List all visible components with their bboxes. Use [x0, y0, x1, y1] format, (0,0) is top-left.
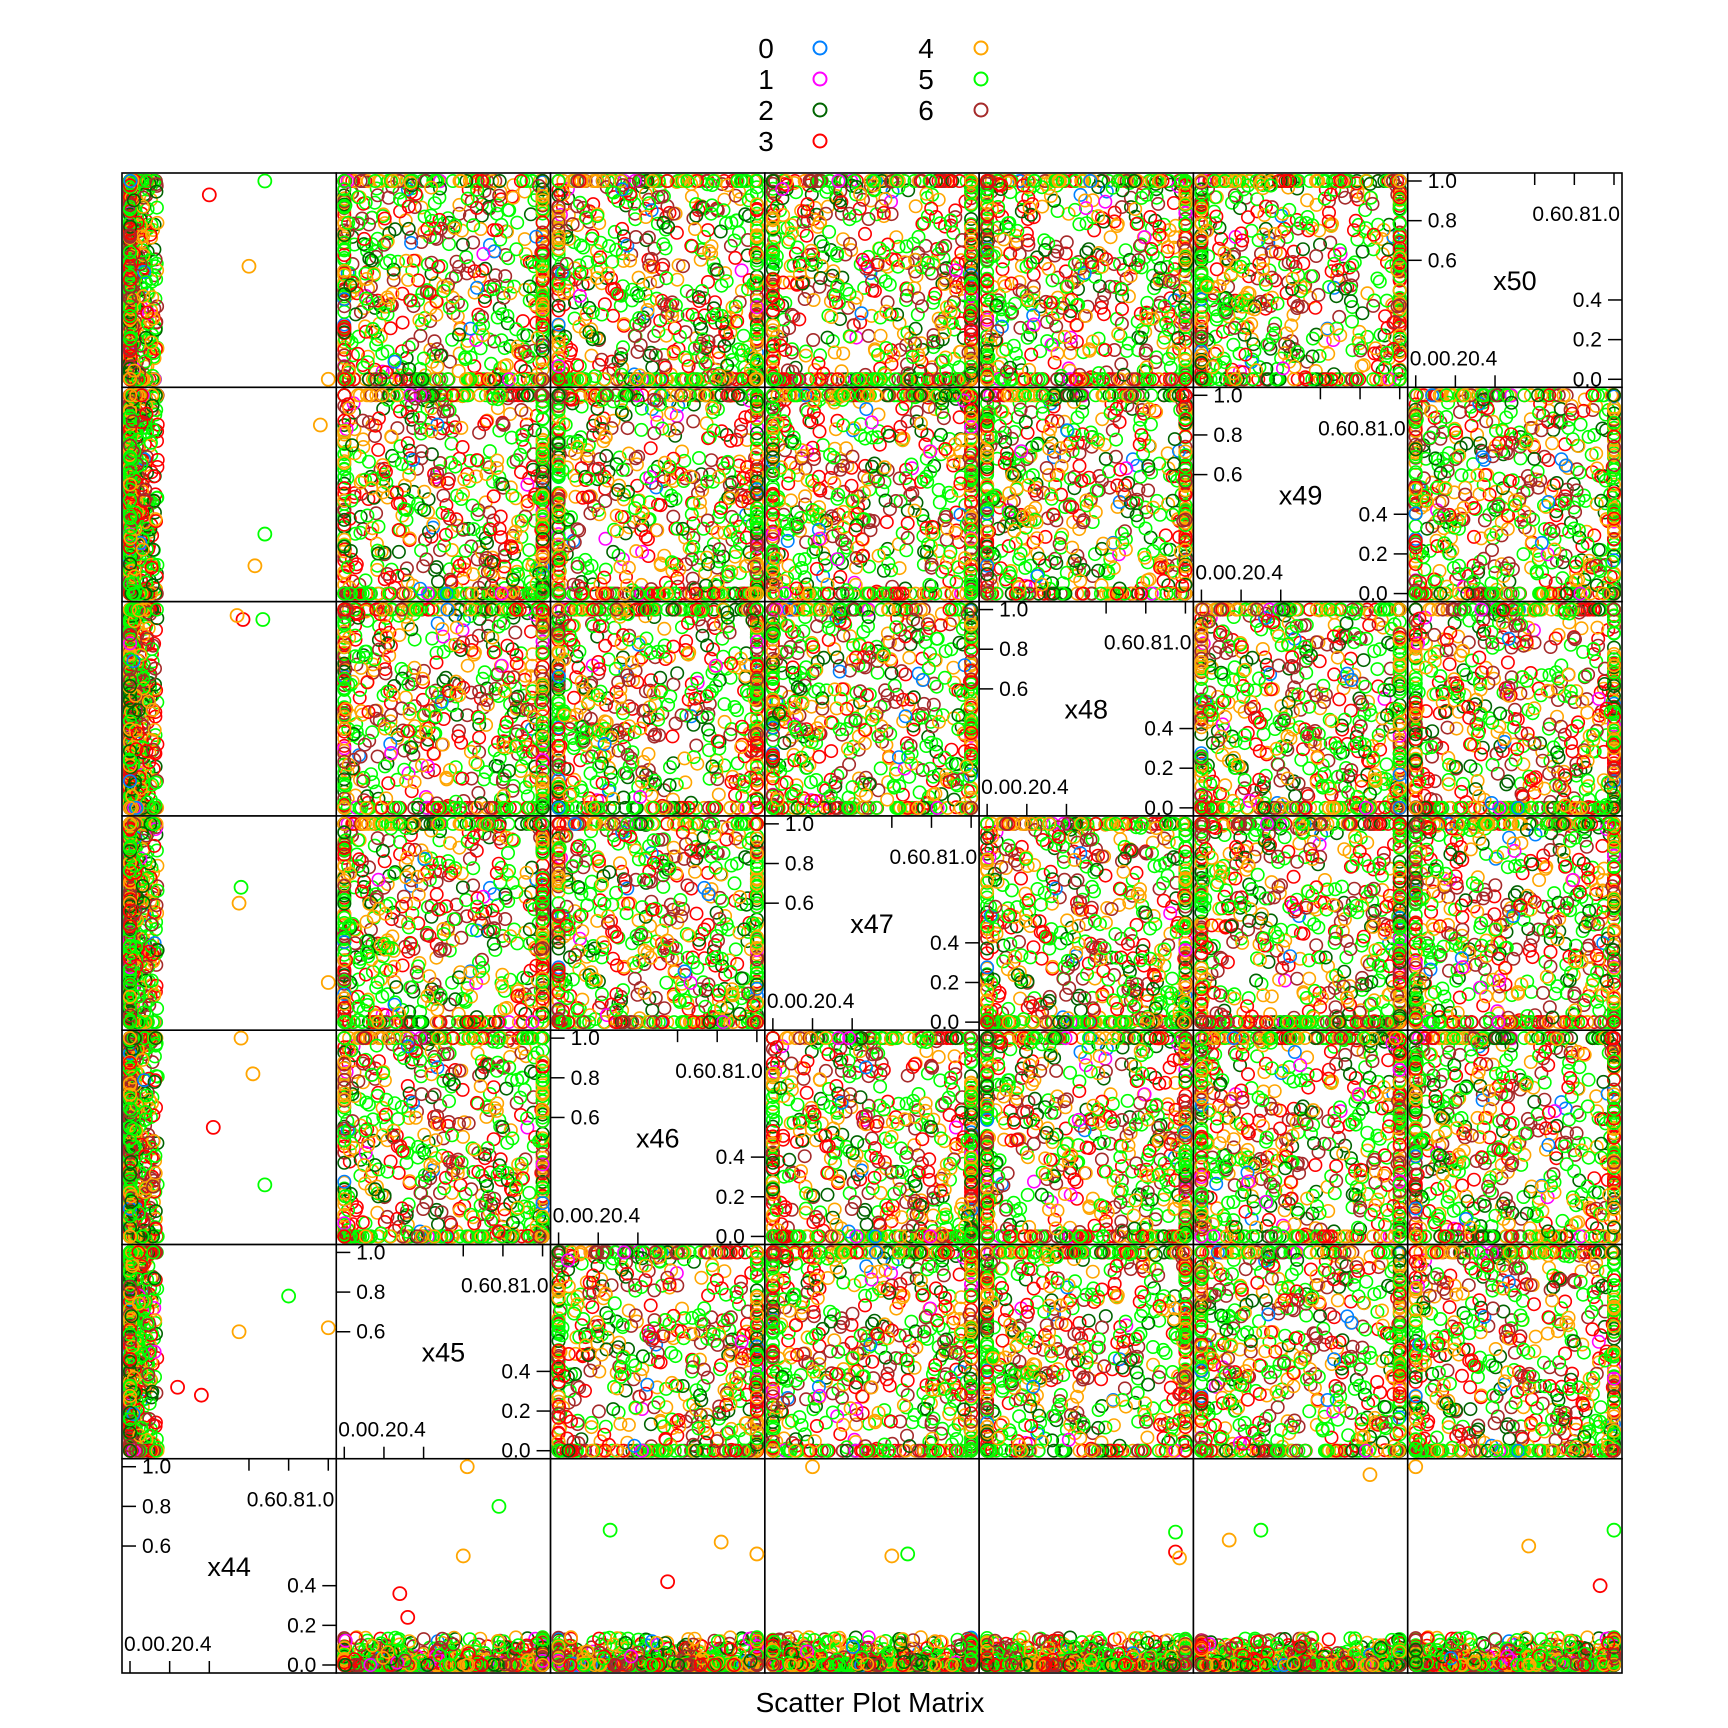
legend-label-2: 2 [758, 95, 774, 126]
legend-label-1: 1 [758, 64, 774, 95]
panel-x44-vs-x45 [122, 1244, 336, 1458]
legend-label-3: 3 [758, 126, 774, 157]
panel-x45-vs-x44 [336, 1459, 550, 1673]
legend-marker-6 [975, 104, 988, 117]
legend-label-4: 4 [918, 33, 934, 64]
panel-x44-vs-x46 [122, 1030, 336, 1244]
legend-marker-5 [975, 73, 988, 86]
legend-label-0: 0 [758, 33, 774, 64]
panel-x44-vs-x48 [122, 602, 336, 816]
legend-marker-4 [975, 42, 988, 55]
panel-x44-vs-x47 [122, 816, 336, 1030]
panel-x44-vs-x50 [122, 173, 336, 387]
panel-x44-vs-x49 [122, 387, 336, 601]
legend-label-6: 6 [918, 95, 934, 126]
legend-marker-2 [814, 104, 827, 117]
panel-x45-vs-x46 [336, 1030, 550, 1244]
legend-marker-1 [814, 73, 827, 86]
legend-marker-0 [814, 42, 827, 55]
legend-marker-3 [814, 135, 827, 148]
legend-label-5: 5 [918, 64, 934, 95]
